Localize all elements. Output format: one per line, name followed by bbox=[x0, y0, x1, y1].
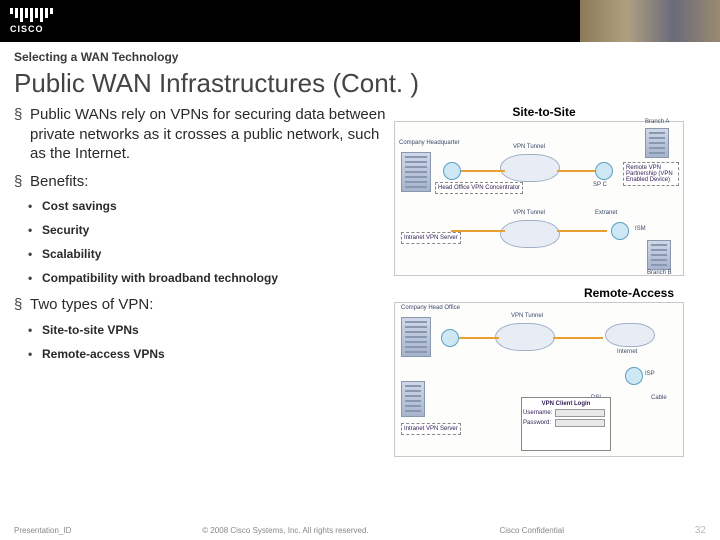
building-icon bbox=[401, 317, 431, 357]
router-icon bbox=[625, 367, 643, 385]
bullet-vpn-types: Two types of VPN: bbox=[14, 295, 394, 315]
label: ISM bbox=[635, 226, 646, 232]
label: Internet bbox=[617, 349, 637, 355]
bullet-main: Public WANs rely on VPNs for securing da… bbox=[14, 105, 394, 164]
connector-line bbox=[557, 170, 597, 172]
top-bar: CISCO bbox=[0, 0, 720, 42]
sub-bullet: Cost savings bbox=[28, 199, 394, 213]
connector-line bbox=[557, 230, 607, 232]
building-icon bbox=[645, 128, 669, 158]
slide-title: Public WAN Infrastructures (Cont. ) bbox=[14, 68, 720, 99]
router-icon bbox=[443, 162, 461, 180]
sub-bullet: Remote-access VPNs bbox=[28, 347, 394, 361]
diagram-column: Site-to-Site Company Headquarter Head Of… bbox=[394, 105, 694, 467]
vpn-login-box: VPN Client Login Username: Password: bbox=[521, 397, 611, 451]
router-icon bbox=[595, 162, 613, 180]
footer-left: Presentation_ID bbox=[14, 526, 71, 535]
connector-line bbox=[553, 337, 603, 339]
footer-right: Cisco Confidential bbox=[500, 526, 564, 535]
label: Extranet bbox=[595, 210, 617, 216]
building-icon bbox=[401, 152, 431, 192]
label: Branch B bbox=[647, 270, 672, 276]
header-photo-strip bbox=[580, 0, 720, 42]
router-icon bbox=[611, 222, 629, 240]
label: VPN Tunnel bbox=[513, 210, 545, 216]
cloud-icon bbox=[495, 323, 555, 351]
label: Cable bbox=[651, 395, 667, 401]
building-icon bbox=[647, 240, 671, 270]
page-number: 32 bbox=[695, 525, 706, 536]
label: Remote VPN Partnership (VPN Enabled Devi… bbox=[623, 162, 679, 186]
sub-bullet: Security bbox=[28, 223, 394, 237]
sub-bullet: Compatibility with broadband technology bbox=[28, 271, 394, 285]
footer-mid: © 2008 Cisco Systems, Inc. All rights re… bbox=[202, 526, 368, 535]
logo-text: CISCO bbox=[10, 24, 53, 34]
label: Intranet VPN Server bbox=[401, 423, 461, 435]
label: VPN Tunnel bbox=[511, 313, 543, 319]
sub-bullet: Site-to-site VPNs bbox=[28, 323, 394, 337]
content-area: Public WANs rely on VPNs for securing da… bbox=[0, 105, 720, 467]
password-field bbox=[555, 419, 605, 427]
label: Branch A bbox=[645, 119, 669, 125]
slide-subtitle: Selecting a WAN Technology bbox=[14, 50, 720, 64]
label: Username: bbox=[523, 410, 552, 416]
diagram-caption: Remote-Access bbox=[394, 286, 694, 300]
bullet-benefits: Benefits: bbox=[14, 172, 394, 192]
building-icon bbox=[401, 381, 425, 417]
site-to-site-diagram: Company Headquarter Head Office VPN Conc… bbox=[394, 121, 684, 276]
label: Company Headquarter bbox=[399, 140, 460, 146]
cisco-logo: CISCO bbox=[10, 8, 53, 34]
sub-bullet: Scalability bbox=[28, 247, 394, 261]
footer: Presentation_ID © 2008 Cisco Systems, In… bbox=[0, 525, 720, 536]
label: Password: bbox=[523, 420, 551, 426]
cloud-icon bbox=[500, 154, 560, 182]
label: VPN Client Login bbox=[525, 401, 607, 407]
label: Intranet VPN Server bbox=[401, 232, 461, 244]
label: SP C bbox=[593, 182, 607, 188]
label: Head Office VPN Concentrator bbox=[435, 182, 523, 194]
username-field bbox=[555, 409, 605, 417]
remote-access-diagram: Company Head Office VPN Tunnel Internet … bbox=[394, 302, 684, 457]
label: Company Head Office bbox=[401, 305, 460, 311]
connector-line bbox=[461, 170, 505, 172]
router-icon bbox=[441, 329, 459, 347]
cloud-icon bbox=[605, 323, 655, 347]
diagram-caption: Site-to-Site bbox=[394, 105, 694, 119]
label: ISP bbox=[645, 371, 655, 377]
logo-bars-icon bbox=[10, 8, 53, 22]
bullet-column: Public WANs rely on VPNs for securing da… bbox=[14, 105, 394, 467]
connector-line bbox=[459, 337, 499, 339]
cloud-icon bbox=[500, 220, 560, 248]
label: VPN Tunnel bbox=[513, 144, 545, 150]
